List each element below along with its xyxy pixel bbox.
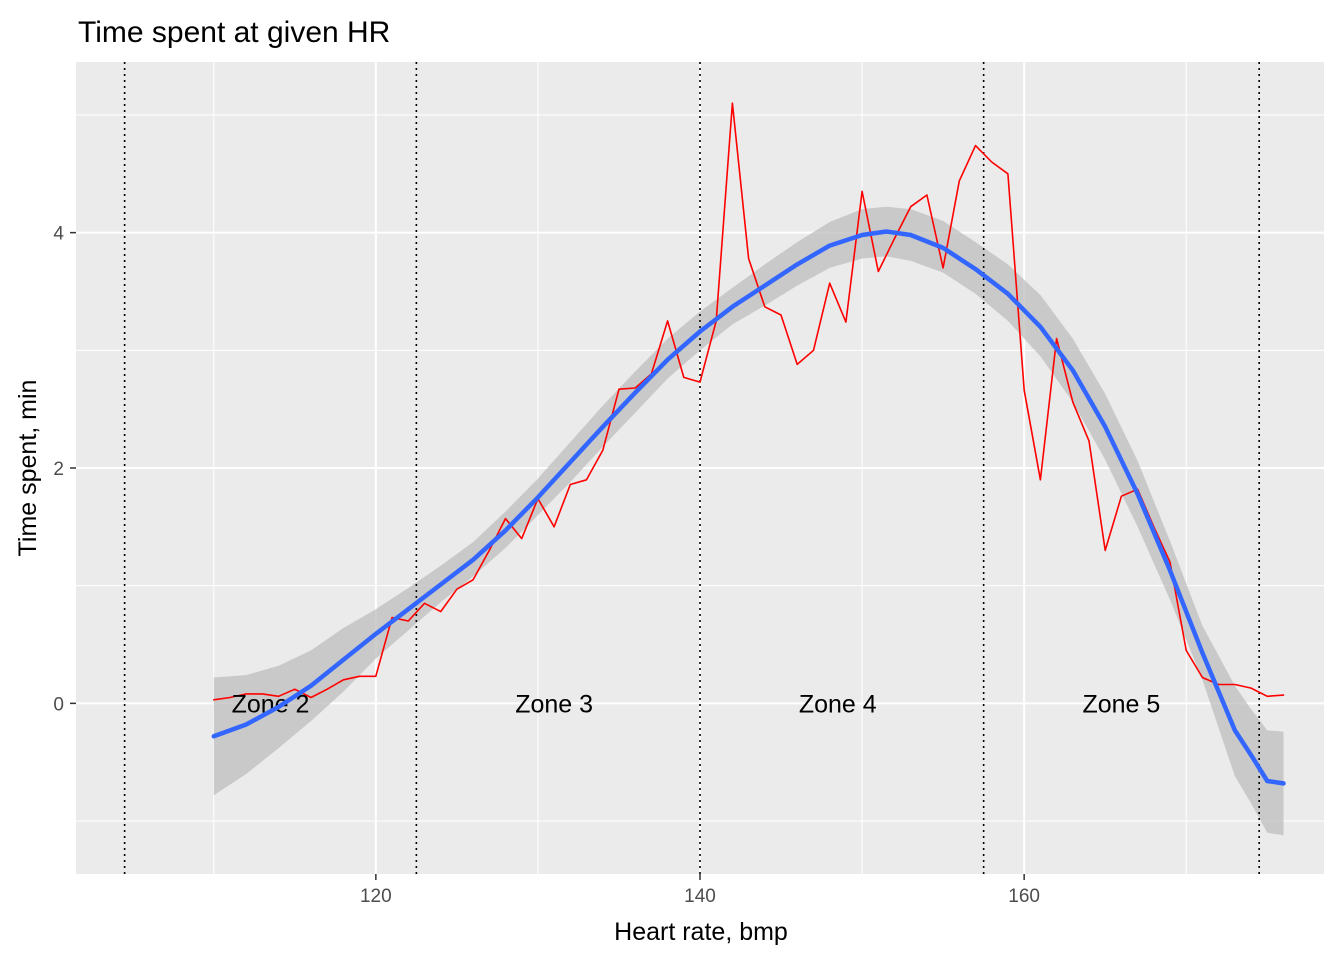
y-tick-label: 2	[53, 459, 64, 480]
chart-title: Time spent at given HR	[78, 16, 390, 49]
observed-series-line	[213, 102, 1285, 701]
y-tick-label: 0	[53, 694, 64, 715]
x-axis-title: Heart rate, bmp	[614, 918, 788, 946]
x-tick-label: 120	[360, 886, 392, 907]
zone-label: Zone 3	[515, 690, 593, 718]
zone-label: Zone 4	[799, 690, 877, 718]
y-tick-label: 4	[53, 224, 64, 245]
major-grid	[76, 62, 1324, 874]
x-tick-label: 160	[1008, 886, 1040, 907]
y-axis-title: Time spent, min	[14, 380, 42, 557]
zone-label: Zone 5	[1082, 690, 1160, 718]
observed-series-layer	[213, 102, 1285, 701]
smooth-series-layer	[211, 229, 1286, 786]
x-axis: 120 140 160	[360, 874, 1040, 907]
x-tick-label: 140	[684, 886, 716, 907]
y-axis: 0 2 4	[53, 224, 76, 715]
smooth-series-line	[211, 229, 1286, 786]
